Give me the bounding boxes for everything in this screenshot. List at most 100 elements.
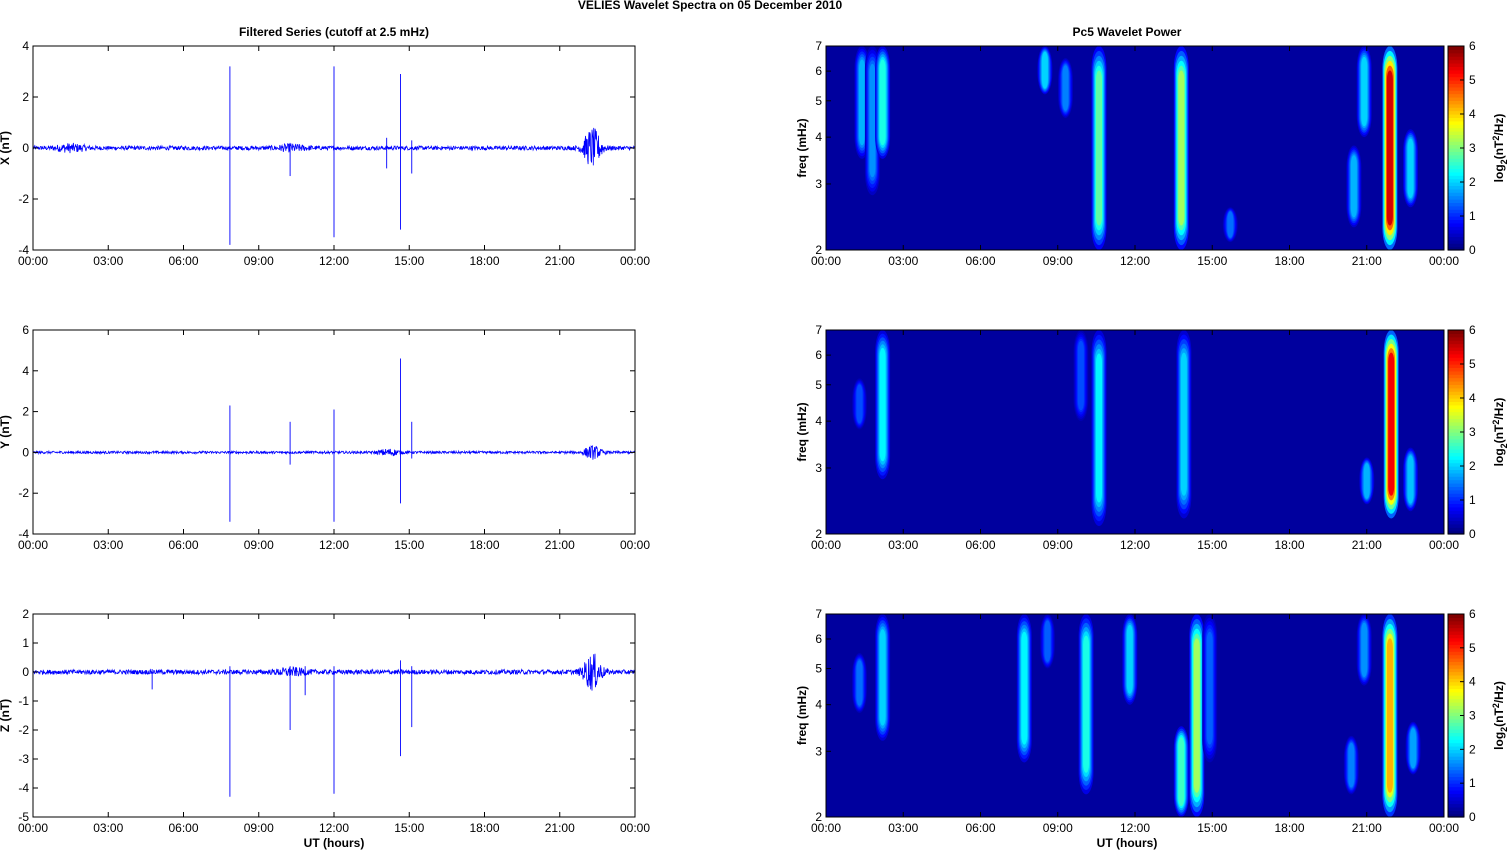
y-power-colorbar-segment	[1448, 360, 1464, 365]
y-power-ytick-label: 2	[815, 527, 822, 541]
x-power-colorbar-segment	[1448, 229, 1464, 234]
y-power-colorbar-segment	[1448, 411, 1464, 416]
x-series-xtick-label: 09:00	[244, 254, 274, 268]
z-power-colorbar-segment	[1448, 671, 1464, 676]
z-power-colorbar-segment	[1448, 813, 1464, 818]
y-power-colorbar-segment	[1448, 459, 1464, 464]
y-power-colorbar-segment	[1448, 391, 1464, 396]
z-series-ytick-label: 2	[22, 607, 29, 621]
x-series-xtick-label: 21:00	[545, 254, 575, 268]
x-power-colorbar-segment	[1448, 243, 1464, 248]
y-power-colorbar-segment	[1448, 381, 1464, 385]
x-power-colorbar-segment	[1448, 216, 1464, 220]
z-power-colorbar-segment	[1448, 715, 1464, 720]
x-power-colorbar-segment	[1448, 117, 1464, 122]
x-power-colorbar-segment	[1448, 182, 1464, 186]
z-power-xtick-label: 18:00	[1274, 821, 1304, 835]
z-series-xtick-label: 06:00	[168, 821, 198, 835]
y-series-xtick-label: 21:00	[545, 538, 575, 552]
y-power-colorbar-tick-label: 3	[1469, 425, 1476, 439]
y-power-colorbar-segment	[1448, 486, 1464, 491]
z-power-colorbar-segment	[1448, 691, 1464, 696]
y-power-power-mark	[856, 384, 863, 424]
y-power-colorbar-segment	[1448, 401, 1464, 406]
x-power-ytick-label: 6	[815, 64, 822, 78]
x-power-colorbar-segment	[1448, 137, 1464, 142]
y-power-colorbar-segment	[1448, 476, 1464, 481]
z-series-xtick-label: 00:00	[620, 821, 650, 835]
z-power-colorbar-segment	[1448, 718, 1464, 723]
z-power-power-mark	[1044, 620, 1051, 662]
z-power-power-mark	[1126, 624, 1133, 694]
y-power-colorbar-segment	[1448, 517, 1464, 521]
x-power-colorbar-segment	[1448, 154, 1464, 159]
x-power-xtick-label: 00:00	[1429, 254, 1459, 268]
x-power-colorbar-segment	[1448, 110, 1464, 115]
z-power-colorbar-tick-label: 6	[1469, 607, 1476, 621]
y-power-ytick-label: 4	[815, 414, 822, 428]
x-power-colorbar-segment	[1448, 161, 1464, 166]
x-series-ytick-label: -2	[18, 192, 29, 206]
y-power-colorbar-segment	[1448, 462, 1464, 467]
x-series-xtick-label: 00:00	[18, 254, 48, 268]
x-power-colorbar-segment	[1448, 49, 1464, 54]
z-power-colorbar-segment	[1448, 749, 1464, 754]
x-power-colorbar-tick-label: 4	[1469, 107, 1476, 121]
x-power-ytick-label: 3	[815, 177, 822, 191]
x-power-colorbar-segment	[1448, 239, 1464, 244]
z-power-power-mark	[856, 660, 863, 706]
x-power-ytick-label: 2	[815, 243, 822, 257]
y-power-colorbar-segment	[1448, 506, 1464, 511]
y-power-ylabel: freq (mHz)	[795, 402, 809, 461]
y-series-ytick-label: -2	[18, 486, 29, 500]
y-power-ytick-label: 3	[815, 461, 822, 475]
z-power-colorbar-segment	[1448, 779, 1464, 784]
y-power-colorbar-tick-label: 6	[1469, 323, 1476, 337]
y-power-colorbar-tick-label: 2	[1469, 459, 1476, 473]
x-power-power-mark	[1041, 51, 1048, 89]
y-power-colorbar-segment	[1448, 469, 1464, 474]
z-power-ytick-label: 5	[815, 662, 822, 676]
y-power-colorbar-segment	[1448, 530, 1464, 535]
y-power-colorbar-segment	[1448, 449, 1464, 453]
x-power-colorbar-segment	[1448, 212, 1464, 217]
z-power-xtick-label: 12:00	[1120, 821, 1150, 835]
x-power-colorbar-segment	[1448, 165, 1464, 169]
y-series-xtick-label: 06:00	[168, 538, 198, 552]
y-power-colorbar-segment	[1448, 489, 1464, 494]
y-power-colorbar-segment	[1448, 520, 1464, 525]
z-power-colorbar-segment	[1448, 644, 1464, 649]
x-series-ylabel: X (nT)	[0, 131, 12, 165]
x-series-xtick-label: 18:00	[469, 254, 499, 268]
x-power-colorbar-segment	[1448, 148, 1464, 152]
z-power-xtick-label: 00:00	[1429, 821, 1459, 835]
x-power-colorbar-segment	[1448, 202, 1464, 207]
z-power-power-mark	[1193, 638, 1200, 793]
x-power-colorbar-segment	[1448, 134, 1464, 139]
x-power-ytick-label: 4	[815, 130, 822, 144]
x-power-colorbar-segment	[1448, 246, 1464, 251]
z-power-colorbar-segment	[1448, 776, 1464, 781]
z-power-power-mark	[879, 629, 886, 726]
z-series-ytick-label: -5	[18, 810, 29, 824]
z-power-colorbar-segment	[1448, 766, 1464, 771]
x-power-power-mark	[859, 59, 865, 146]
z-power-colorbar-segment	[1448, 759, 1464, 764]
x-power-colorbar-tick-label: 5	[1469, 73, 1476, 87]
x-power-colorbar-segment	[1448, 56, 1464, 61]
x-power-ytick-label: 5	[815, 94, 822, 108]
x-series-xtick-label: 15:00	[394, 254, 424, 268]
x-power-colorbar-tick-label: 2	[1469, 175, 1476, 189]
y-power-power-mark	[1388, 352, 1395, 496]
x-series-xtick-label: 00:00	[620, 254, 650, 268]
z-power-xtick-label: 06:00	[965, 821, 995, 835]
y-power-colorbar-segment	[1448, 364, 1464, 368]
z-power-ytick-label: 7	[815, 607, 822, 621]
x-power-power-mark	[1096, 70, 1102, 226]
x-power-power-mark	[869, 63, 876, 178]
x-power-colorbar-segment	[1448, 100, 1464, 105]
x-power-colorbar-segment	[1448, 69, 1464, 74]
x-power-colorbar-segment	[1448, 76, 1464, 81]
z-power-colorbar-segment	[1448, 695, 1464, 700]
z-power-colorbar-segment	[1448, 620, 1464, 625]
